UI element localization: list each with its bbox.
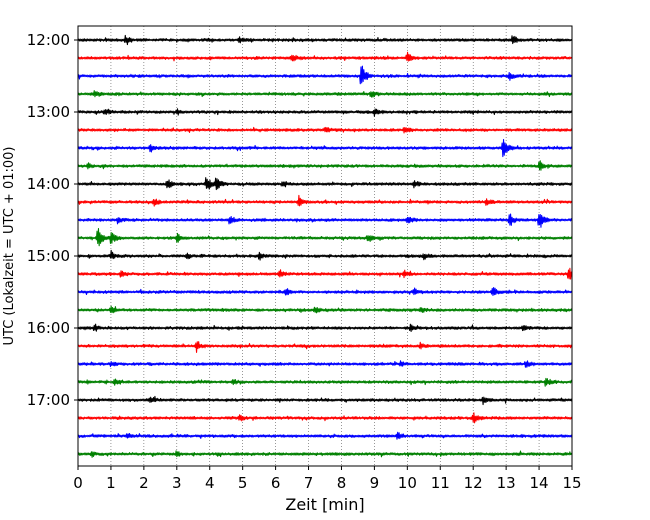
x-tick-label: 6 (271, 474, 281, 492)
trace-1430 (77, 213, 573, 228)
trace-1200 (77, 34, 573, 46)
x-tick-label: 10 (398, 474, 417, 492)
trace-1545 (77, 305, 573, 314)
y-tick-label: 15:00 (27, 247, 70, 265)
plot-area (78, 26, 572, 466)
trace-1600 (77, 323, 573, 333)
plot-frame (77, 25, 573, 467)
trace-1630 (77, 360, 573, 368)
x-tick-label: 2 (139, 474, 149, 492)
trace-1715 (77, 412, 573, 424)
x-axis: 0 1 2 3 4 5 6 7 8 9 10 11 12 13 14 15 (73, 466, 582, 492)
trace-1400 (77, 177, 573, 191)
y-axis: 12:00 13:00 14:00 15:00 16:00 17:00 (27, 31, 78, 409)
trace-1745 (77, 450, 573, 458)
x-tick-label: 11 (431, 474, 450, 492)
trace-1515 (77, 267, 573, 280)
trace-1330 (77, 139, 573, 158)
y-tick-label: 17:00 (27, 391, 70, 409)
traces (77, 34, 573, 458)
y-tick-label: 13:00 (27, 103, 70, 121)
y-tick-label: 16:00 (27, 319, 70, 337)
trace-1500 (77, 249, 573, 261)
x-axis-label: Zeit [min] (285, 495, 364, 514)
x-tick-label: 14 (530, 474, 549, 492)
trace-1615 (77, 341, 573, 353)
trace-1700 (77, 395, 573, 406)
x-tick-label: 12 (464, 474, 483, 492)
trace-1530 (77, 286, 573, 296)
trace-1230 (77, 65, 573, 85)
trace-1415 (77, 194, 573, 207)
x-tick-label: 1 (106, 474, 116, 492)
y-axis-label: UTC (Lokalzeit = UTC + 01:00) (2, 147, 17, 346)
y-tick-label: 12:00 (27, 31, 70, 49)
trace-1645 (77, 377, 573, 387)
trace-1215 (77, 51, 573, 62)
trace-1730 (77, 431, 573, 440)
y-tick-label: 14:00 (27, 175, 70, 193)
x-tick-label: 8 (337, 474, 347, 492)
trace-1245 (77, 90, 573, 98)
x-tick-label: 5 (238, 474, 248, 492)
x-tick-label: 15 (562, 474, 581, 492)
trace-1445 (77, 228, 573, 247)
trace-1345 (77, 160, 573, 171)
x-tick-label: 0 (73, 474, 83, 492)
grid (110, 26, 540, 466)
x-tick-label: 3 (172, 474, 182, 492)
trace-1315 (77, 126, 573, 134)
trace-1300 (77, 108, 573, 117)
x-tick-label: 7 (304, 474, 314, 492)
x-tick-label: 13 (497, 474, 516, 492)
x-tick-label: 4 (205, 474, 215, 492)
x-tick-label: 9 (370, 474, 380, 492)
